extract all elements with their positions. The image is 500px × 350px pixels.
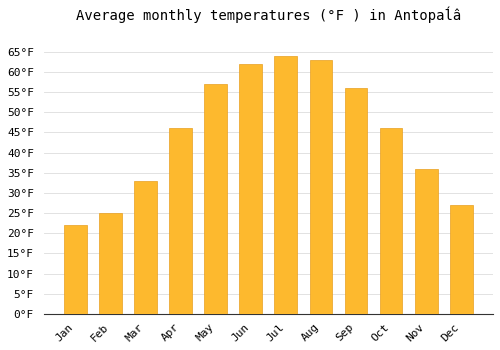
Bar	[274, 56, 297, 314]
Bar	[240, 64, 262, 314]
Bar	[344, 88, 368, 314]
Bar	[310, 60, 332, 314]
Bar	[380, 128, 402, 314]
Bar	[99, 213, 122, 314]
Bar	[450, 205, 472, 314]
Bar	[204, 84, 227, 314]
Bar	[415, 169, 438, 314]
Title: Average monthly temperatures (°F ) in Antopaĺâ: Average monthly temperatures (°F ) in An…	[76, 7, 461, 23]
Bar	[134, 181, 157, 314]
Bar	[64, 225, 87, 314]
Bar	[170, 128, 192, 314]
